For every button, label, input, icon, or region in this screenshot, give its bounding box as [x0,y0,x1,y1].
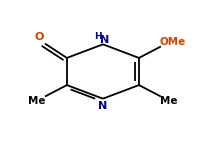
Text: O: O [35,32,44,42]
Text: H: H [94,32,101,41]
Text: OMe: OMe [159,37,185,47]
Text: N: N [100,35,109,45]
Text: Me: Me [161,96,178,106]
Text: N: N [98,101,108,111]
Text: Me: Me [28,96,45,106]
